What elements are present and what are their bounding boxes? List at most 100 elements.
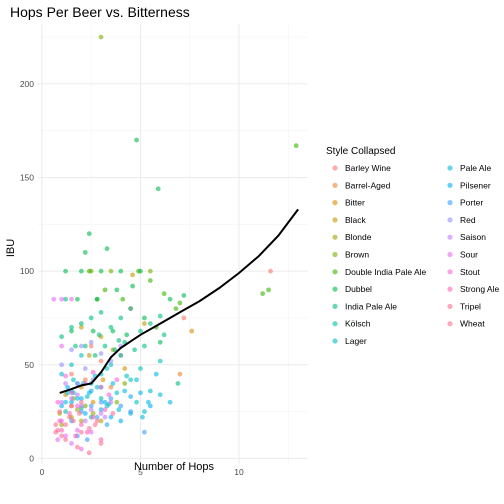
data-point bbox=[104, 246, 110, 252]
data-point bbox=[98, 358, 104, 364]
data-point bbox=[98, 351, 104, 356]
data-point bbox=[102, 399, 108, 405]
data-point bbox=[78, 446, 84, 452]
data-point bbox=[108, 324, 114, 330]
data-point bbox=[69, 324, 74, 330]
data-point bbox=[155, 186, 161, 192]
data-point bbox=[55, 427, 61, 433]
data-point bbox=[122, 366, 128, 371]
data-point bbox=[92, 422, 98, 428]
data-point bbox=[157, 392, 163, 398]
data-point bbox=[78, 324, 84, 330]
data-point bbox=[147, 268, 153, 274]
data-point bbox=[116, 338, 122, 343]
data-point bbox=[63, 409, 68, 414]
data-point bbox=[78, 396, 84, 401]
legend-key bbox=[332, 269, 338, 275]
legend-key bbox=[332, 234, 338, 240]
data-point bbox=[147, 278, 153, 283]
data-point bbox=[75, 407, 80, 413]
data-point bbox=[147, 403, 153, 409]
legend-label: Brown bbox=[345, 250, 369, 260]
data-point bbox=[69, 441, 74, 446]
data-point bbox=[75, 396, 80, 401]
legend-key bbox=[332, 165, 338, 171]
data-point bbox=[94, 414, 100, 420]
data-point bbox=[96, 332, 102, 338]
data-point bbox=[78, 418, 84, 424]
data-point bbox=[53, 422, 59, 428]
data-points bbox=[51, 34, 299, 456]
data-point bbox=[59, 371, 65, 377]
data-point bbox=[65, 384, 70, 390]
data-point bbox=[78, 422, 84, 428]
data-point bbox=[82, 343, 88, 349]
data-point bbox=[69, 371, 74, 377]
data-point bbox=[94, 418, 100, 424]
legend-key bbox=[332, 338, 338, 344]
data-point bbox=[145, 399, 151, 405]
data-point bbox=[73, 343, 78, 349]
legend-key bbox=[447, 165, 453, 171]
legend-title: Style Collapsed bbox=[326, 146, 395, 157]
legend-label: Double India Pale Ale bbox=[345, 267, 427, 277]
data-point bbox=[110, 328, 116, 334]
data-point bbox=[132, 347, 137, 353]
data-point bbox=[268, 268, 273, 274]
data-point bbox=[124, 332, 130, 338]
data-point bbox=[78, 403, 84, 409]
data-point bbox=[63, 433, 68, 439]
data-point bbox=[59, 296, 65, 302]
data-point bbox=[161, 332, 167, 338]
data-point bbox=[57, 409, 63, 414]
data-point bbox=[266, 287, 271, 293]
data-point bbox=[98, 399, 104, 405]
data-point bbox=[114, 399, 120, 405]
legend-label: Bitter bbox=[345, 198, 365, 208]
data-point bbox=[63, 268, 68, 274]
x-tick-label: 5 bbox=[138, 467, 143, 477]
y-axis-title: IBU bbox=[5, 239, 17, 257]
legend-label: Lager bbox=[345, 336, 367, 346]
legend-key bbox=[332, 200, 338, 206]
data-point bbox=[88, 407, 94, 413]
data-point bbox=[128, 306, 134, 311]
data-point bbox=[67, 411, 72, 416]
data-point bbox=[51, 296, 57, 302]
legend-label: Black bbox=[345, 215, 367, 225]
data-point bbox=[90, 411, 96, 416]
data-point bbox=[147, 321, 153, 326]
data-point bbox=[102, 287, 108, 293]
data-point bbox=[75, 444, 80, 450]
legend-key bbox=[447, 269, 453, 275]
data-point bbox=[100, 377, 106, 383]
data-point bbox=[161, 291, 167, 297]
data-point bbox=[59, 427, 65, 433]
legend-label: Blonde bbox=[345, 232, 372, 242]
data-point bbox=[112, 347, 118, 353]
data-point bbox=[142, 315, 147, 321]
data-point bbox=[92, 353, 98, 358]
data-point bbox=[98, 418, 104, 424]
data-point bbox=[69, 399, 74, 405]
legend-key bbox=[447, 234, 453, 240]
data-point bbox=[69, 296, 74, 302]
data-point bbox=[78, 353, 84, 358]
data-point bbox=[69, 390, 74, 396]
data-point bbox=[88, 315, 94, 321]
data-point bbox=[167, 296, 173, 302]
data-point bbox=[181, 315, 187, 321]
data-point bbox=[130, 283, 135, 289]
data-point bbox=[147, 388, 153, 394]
data-point bbox=[108, 384, 114, 390]
data-point bbox=[86, 450, 92, 456]
y-tick-label: 150 bbox=[20, 173, 34, 183]
data-point bbox=[98, 396, 104, 401]
data-point bbox=[108, 362, 114, 368]
data-point bbox=[75, 427, 80, 433]
data-point bbox=[114, 287, 120, 293]
data-point bbox=[110, 381, 116, 386]
legend-key bbox=[332, 251, 338, 258]
data-point bbox=[78, 321, 84, 326]
